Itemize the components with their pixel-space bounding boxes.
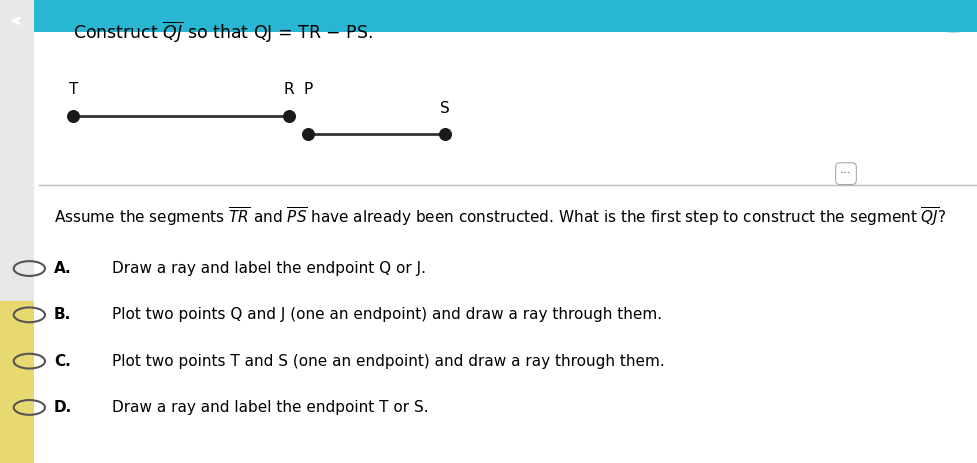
Text: A.: A.: [54, 261, 71, 276]
Text: Plot two points Q and J (one an endpoint) and draw a ray through them.: Plot two points Q and J (one an endpoint…: [112, 307, 662, 322]
Text: S: S: [440, 101, 449, 116]
Text: Draw a ray and label the endpoint T or S.: Draw a ray and label the endpoint T or S…: [112, 400, 429, 415]
Text: B.: B.: [54, 307, 71, 322]
Point: [65, 112, 81, 119]
Text: C.: C.: [54, 354, 70, 369]
Text: Construct $\overline{QJ}$ so that QJ = TR − PS.: Construct $\overline{QJ}$ so that QJ = T…: [73, 20, 373, 45]
Text: R: R: [283, 82, 293, 97]
Point: [300, 131, 316, 138]
Point: [280, 112, 296, 119]
Bar: [34, 0, 977, 32]
Text: D.: D.: [54, 400, 72, 415]
Point: [437, 131, 452, 138]
Text: P: P: [303, 82, 313, 97]
Bar: [0, 301, 34, 463]
Text: T: T: [68, 82, 78, 97]
Text: Assume the segments $\overline{TR}$ and $\overline{PS}$ have already been constr: Assume the segments $\overline{TR}$ and …: [54, 206, 945, 229]
Text: Plot two points T and S (one an endpoint) and draw a ray through them.: Plot two points T and S (one an endpoint…: [112, 354, 664, 369]
Text: Draw a ray and label the endpoint Q or J.: Draw a ray and label the endpoint Q or J…: [112, 261, 426, 276]
Text: ···: ···: [839, 167, 851, 180]
Circle shape: [918, 0, 977, 32]
